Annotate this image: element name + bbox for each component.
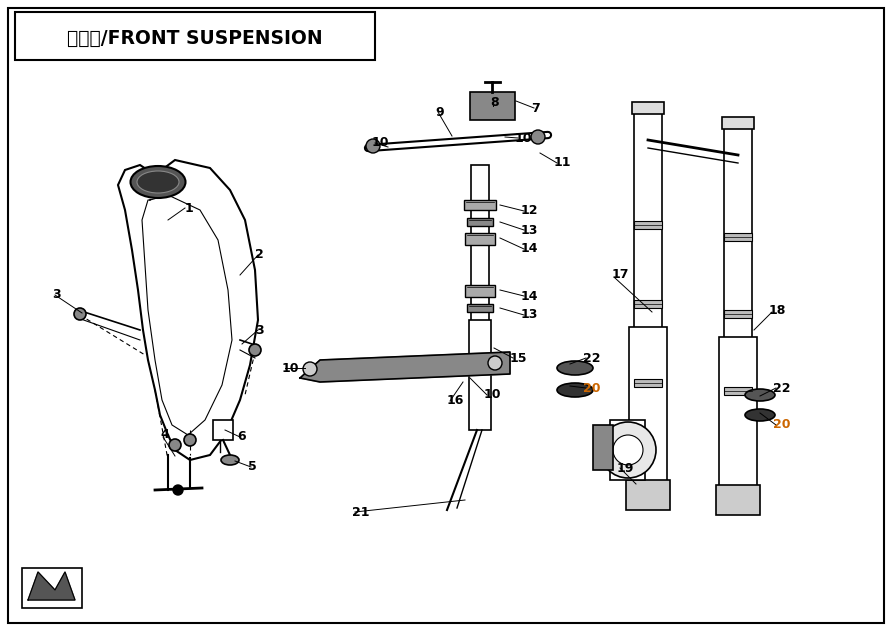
Text: 2: 2 <box>255 249 264 261</box>
Text: 10: 10 <box>484 389 501 401</box>
Bar <box>610 420 645 480</box>
Text: 17: 17 <box>612 269 630 281</box>
Text: 16: 16 <box>447 394 465 408</box>
Ellipse shape <box>557 361 593 375</box>
Bar <box>471 165 489 425</box>
Bar <box>722 117 754 129</box>
Text: 19: 19 <box>617 461 634 475</box>
Text: 21: 21 <box>352 505 369 519</box>
Bar <box>22 568 82 608</box>
Bar <box>464 200 496 210</box>
Ellipse shape <box>557 383 593 397</box>
Text: 5: 5 <box>248 461 257 473</box>
Bar <box>716 485 760 515</box>
Circle shape <box>613 435 643 465</box>
Bar <box>632 102 664 114</box>
Bar <box>465 233 495 245</box>
Bar <box>634 300 662 307</box>
Circle shape <box>600 422 656 478</box>
Text: 20: 20 <box>773 418 790 432</box>
Bar <box>724 387 752 395</box>
Circle shape <box>303 362 317 376</box>
Circle shape <box>169 439 181 451</box>
Text: 12: 12 <box>521 204 539 218</box>
Polygon shape <box>118 160 258 460</box>
Bar <box>626 480 670 510</box>
Text: 14: 14 <box>521 242 539 256</box>
Text: 22: 22 <box>773 382 790 394</box>
Text: 7: 7 <box>531 102 540 114</box>
Bar <box>470 92 515 120</box>
Bar <box>719 337 757 510</box>
Bar <box>469 320 491 430</box>
Text: 3: 3 <box>52 288 61 302</box>
Circle shape <box>173 485 183 495</box>
Bar <box>467 304 493 312</box>
Text: 6: 6 <box>237 430 245 444</box>
Text: 4: 4 <box>160 428 169 442</box>
Text: 10: 10 <box>515 131 533 144</box>
Ellipse shape <box>745 389 775 401</box>
Circle shape <box>488 356 502 370</box>
Text: 15: 15 <box>510 351 527 365</box>
Text: 10: 10 <box>282 362 300 375</box>
Text: 3: 3 <box>255 324 264 336</box>
Text: 11: 11 <box>554 156 572 170</box>
Bar <box>593 425 613 470</box>
Bar <box>634 110 662 505</box>
Bar <box>724 233 752 241</box>
Circle shape <box>184 434 196 446</box>
Polygon shape <box>300 352 510 382</box>
Text: 18: 18 <box>769 304 787 317</box>
Polygon shape <box>28 572 75 600</box>
Text: 1: 1 <box>185 201 194 215</box>
Bar <box>213 420 233 440</box>
Bar <box>724 125 752 510</box>
Circle shape <box>531 130 545 144</box>
Text: 9: 9 <box>435 105 443 119</box>
Circle shape <box>249 344 261 356</box>
Ellipse shape <box>137 171 179 193</box>
Bar <box>15 12 375 60</box>
Bar <box>724 310 752 318</box>
Text: 8: 8 <box>490 97 499 110</box>
Text: 20: 20 <box>583 382 600 394</box>
Ellipse shape <box>221 455 239 465</box>
Bar <box>634 379 662 387</box>
Text: 14: 14 <box>521 290 539 302</box>
Circle shape <box>74 308 86 320</box>
Ellipse shape <box>745 409 775 421</box>
Bar <box>634 221 662 228</box>
Text: 13: 13 <box>521 223 539 237</box>
Circle shape <box>366 139 380 153</box>
Bar <box>465 285 495 297</box>
Text: 前悬架/FRONT SUSPENSION: 前悬架/FRONT SUSPENSION <box>67 28 323 47</box>
Text: 22: 22 <box>583 351 600 365</box>
Ellipse shape <box>130 166 186 198</box>
Bar <box>467 218 493 226</box>
Text: 13: 13 <box>521 309 539 322</box>
Bar <box>629 327 667 505</box>
Text: 10: 10 <box>372 136 390 148</box>
